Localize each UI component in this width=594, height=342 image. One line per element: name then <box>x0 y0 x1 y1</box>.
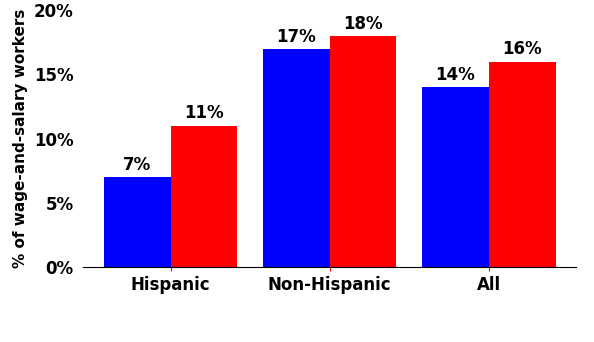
Text: 18%: 18% <box>343 15 383 33</box>
Bar <box>263 49 330 267</box>
Text: 16%: 16% <box>503 40 542 58</box>
Bar <box>330 36 396 267</box>
Text: 11%: 11% <box>184 104 224 122</box>
Y-axis label: % of wage-and-salary workers: % of wage-and-salary workers <box>13 9 28 268</box>
Text: 17%: 17% <box>276 27 316 45</box>
Text: 7%: 7% <box>123 156 151 174</box>
Text: 14%: 14% <box>435 66 475 84</box>
Bar <box>170 126 238 267</box>
Bar <box>422 87 489 267</box>
Bar <box>489 62 555 267</box>
Legend: 2005, 2008: 2005, 2008 <box>222 339 437 342</box>
Bar <box>104 177 170 267</box>
